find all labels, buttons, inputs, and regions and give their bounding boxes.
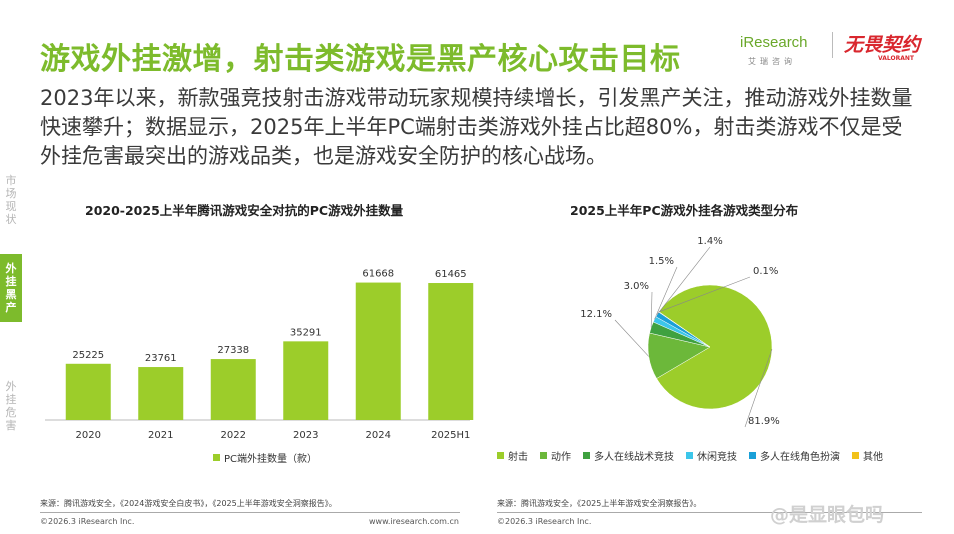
x-tick-label: 2024 bbox=[366, 430, 391, 441]
pie-value-label: 1.5% bbox=[649, 256, 674, 267]
pie-leader-line bbox=[614, 319, 649, 357]
bar-value-label: 61668 bbox=[362, 269, 394, 280]
bar-value-label: 61465 bbox=[435, 269, 467, 280]
sidenav-label: 外挂黑产 bbox=[5, 262, 17, 314]
pie-leader-line bbox=[657, 246, 711, 315]
pie-legend-item: 多人在线战术竞技 bbox=[583, 448, 674, 463]
valorant-logo-sub: VALORANT bbox=[878, 55, 914, 62]
pie-value-label: 0.1% bbox=[753, 266, 778, 277]
source-left: 来源：腾讯游戏安全，《2024游戏安全白皮书》，《2025上半年游戏安全洞察报告… bbox=[40, 499, 337, 508]
legend-swatch bbox=[497, 452, 504, 459]
bar-chart: 25225 2020 23761 2021 27338 2022 35291 2023 6166… bbox=[45, 269, 474, 441]
x-tick-label: 2022 bbox=[221, 430, 246, 441]
pie-legend-item: 多人在线角色扮演 bbox=[749, 448, 840, 463]
legend-label: 射击 bbox=[508, 452, 528, 463]
legend-swatch bbox=[540, 452, 547, 459]
valorant-logo: 无畏契约 bbox=[844, 34, 921, 56]
x-tick-label: 2025H1 bbox=[431, 430, 470, 441]
bar-legend: PC端外挂数量（款） bbox=[213, 450, 317, 465]
watermark: @是显眼包吗 bbox=[770, 504, 885, 526]
footer-divider-right bbox=[497, 512, 922, 513]
sidenav-label: 外挂危害 bbox=[5, 380, 17, 432]
pie-leader-line bbox=[658, 276, 751, 313]
pie-leader-line bbox=[650, 291, 653, 328]
pie-legend-item: 射击 bbox=[497, 448, 528, 463]
bar-2025H1 bbox=[428, 283, 474, 420]
pie-legend-item: 其他 bbox=[852, 448, 883, 463]
legend-label: 动作 bbox=[551, 452, 571, 463]
pie-legend-item: 动作 bbox=[540, 448, 571, 463]
legend-swatch bbox=[213, 454, 220, 461]
sidenav-item-cheat-industry[interactable]: 外挂黑产 bbox=[0, 254, 22, 322]
intro-paragraph: 2023年以来，新款强竞技射击游戏带动玩家规模持续增长，引发黑产关注，推动游戏外… bbox=[40, 86, 913, 168]
legend-label: 休闲竞技 bbox=[697, 452, 737, 463]
pie-value-label: 1.4% bbox=[697, 236, 722, 247]
bar-2024 bbox=[355, 282, 401, 420]
bar-2020 bbox=[65, 363, 111, 420]
legend-label: 多人在线角色扮演 bbox=[760, 452, 840, 463]
pie-legend-item: 休闲竞技 bbox=[686, 448, 737, 463]
pie-chart-title: 2025上半年PC游戏外挂各游戏类型分布 bbox=[570, 203, 799, 218]
legend-swatch bbox=[852, 452, 859, 459]
footer-divider-left bbox=[40, 512, 460, 513]
source-right: 来源：腾讯游戏安全，《2025上半年游戏安全洞察报告》。 bbox=[497, 499, 702, 508]
footer-url[interactable]: www.iresearch.com.cn bbox=[369, 517, 459, 526]
bar-value-label: 35291 bbox=[290, 327, 322, 338]
sidenav-item-market[interactable]: 市场现状 bbox=[0, 174, 22, 226]
sidenav-label: 市场现状 bbox=[5, 174, 17, 226]
bar-2022 bbox=[210, 359, 256, 420]
pie-leader-line bbox=[744, 349, 773, 428]
pie-chart: 81.9% 12.1% 3.0% 1.5% 1.4% 0.1% bbox=[580, 236, 780, 428]
page-title: 游戏外挂激增，射击类游戏是黑产核心攻击目标 bbox=[40, 42, 681, 77]
pie-value-label: 3.0% bbox=[624, 281, 649, 292]
legend-swatch bbox=[686, 452, 693, 459]
pie-value-label: 81.9% bbox=[748, 416, 780, 427]
legend-label: 其他 bbox=[863, 452, 883, 463]
legend-swatch bbox=[583, 452, 590, 459]
iresearch-logo: iResearch bbox=[740, 34, 808, 51]
pie-leader-line bbox=[654, 266, 678, 320]
footer-copyright-left: ©2026.3 iResearch Inc. bbox=[40, 517, 135, 526]
logos: iResearch 艾瑞咨询 无畏契约 VALORANT bbox=[740, 28, 945, 68]
bar-value-label: 23761 bbox=[145, 353, 177, 364]
legend-label: 多人在线战术竞技 bbox=[594, 452, 674, 463]
logo-divider bbox=[832, 32, 833, 58]
bar-2021 bbox=[138, 367, 184, 420]
legend-swatch bbox=[749, 452, 756, 459]
footer-copyright-right: ©2026.3 iResearch Inc. bbox=[497, 517, 592, 526]
bar-2023 bbox=[283, 341, 329, 420]
bar-value-label: 27338 bbox=[217, 345, 249, 356]
pie-value-label: 12.1% bbox=[580, 309, 612, 320]
x-tick-label: 2021 bbox=[148, 430, 173, 441]
bar-value-label: 25225 bbox=[72, 350, 104, 361]
legend-label: PC端外挂数量（款） bbox=[224, 454, 318, 465]
x-tick-label: 2023 bbox=[293, 430, 318, 441]
bar-chart-title: 2020-2025上半年腾讯游戏安全对抗的PC游戏外挂数量 bbox=[85, 203, 404, 218]
iresearch-logo-sub: 艾瑞咨询 bbox=[748, 57, 796, 66]
x-tick-label: 2020 bbox=[76, 430, 101, 441]
sidenav-item-harm[interactable]: 外挂危害 bbox=[0, 380, 22, 432]
pie-legend: 射击 动作 多人在线战术竞技 休闲竞技 多人在线角色扮演 其他 bbox=[497, 448, 895, 463]
